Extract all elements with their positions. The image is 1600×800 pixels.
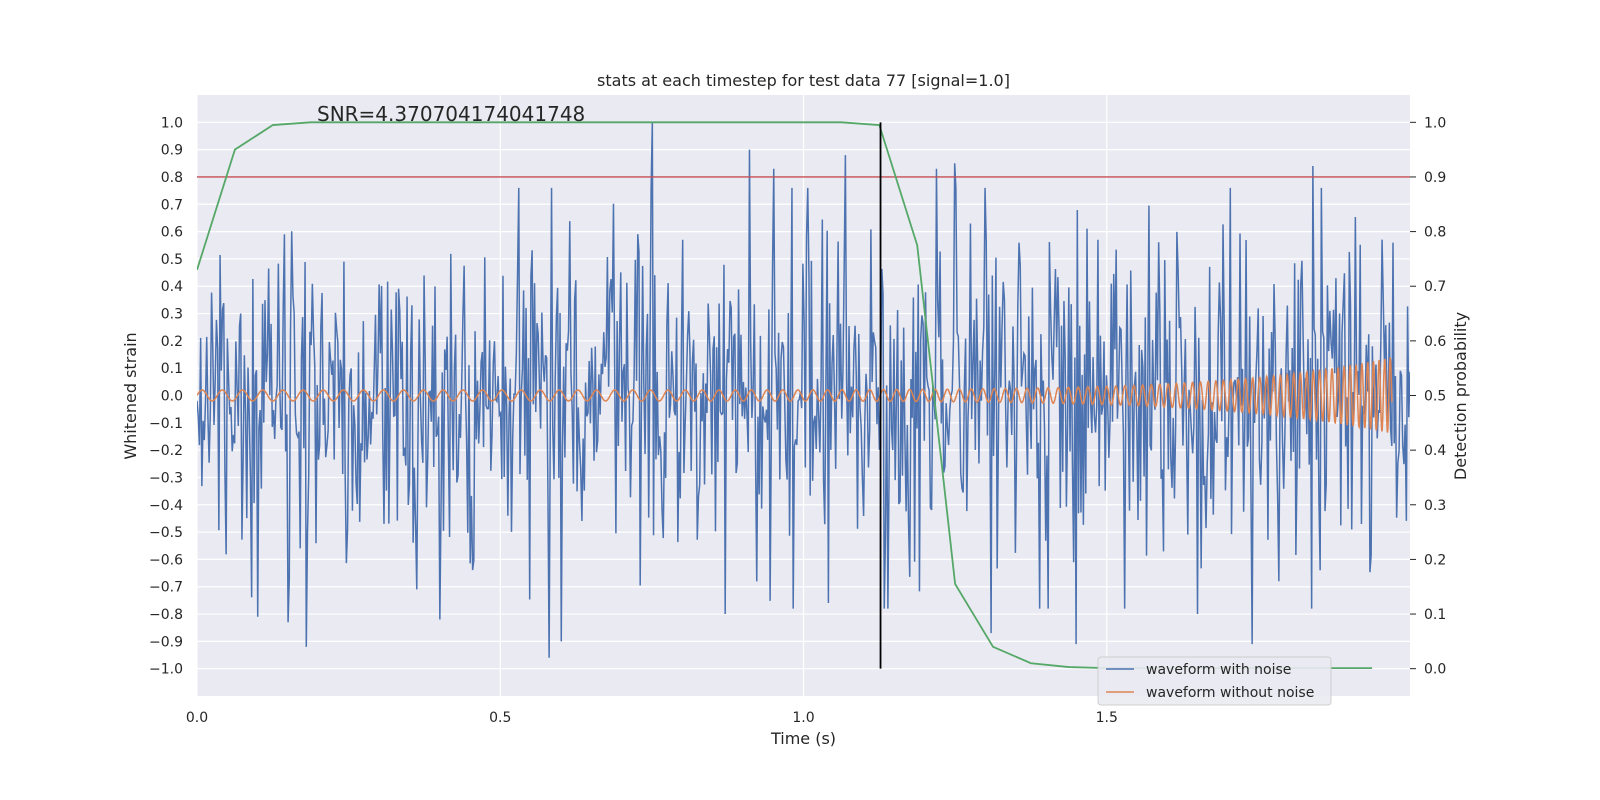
ticks: 0.0 0.5 1.0 1.5 1.0 0.9 0.8 0.7 0.6 0.5 0.4 0.3 0.2 0… [149, 115, 1446, 726]
legend-entry-waveform-with-noise: waveform with noise [1146, 662, 1291, 678]
y-left-tick-label: −0.5 [149, 525, 183, 541]
y-left-tick-label: −0.7 [149, 580, 183, 596]
plot-area [197, 121, 1410, 670]
y-left-tick-label: −1.0 [149, 662, 183, 678]
y-left-tick-label: 0.4 [161, 279, 183, 295]
y-left-tick-label: −0.8 [149, 607, 183, 623]
y-left-tick-label: 0.1 [161, 361, 183, 377]
y-left-tick-label: −0.4 [149, 498, 183, 514]
y-right-tick-label: 0.7 [1424, 279, 1446, 295]
y-left-tick-label: −0.2 [149, 443, 183, 459]
x-tick-label: 0.5 [489, 710, 511, 726]
y-left-tick-label: 0.2 [161, 334, 183, 350]
y-left-tick-label: 0.9 [161, 143, 183, 159]
y-right-tick-label: 0.8 [1424, 225, 1446, 241]
y-right-tick-label: 0.5 [1424, 389, 1446, 405]
y-left-tick-label: 0.3 [161, 307, 183, 323]
y-axis-label-right: Detection probability [1451, 312, 1470, 480]
y-left-tick-label: 0.5 [161, 252, 183, 268]
y-right-tick-label: 0.6 [1424, 334, 1446, 350]
y-left-tick-label: 0.8 [161, 170, 183, 186]
y-left-tick-label: 1.0 [161, 115, 183, 131]
x-tick-label: 1.0 [792, 710, 814, 726]
snr-annotation: SNR=4.370704174041748 [317, 102, 585, 126]
y-right-tick-label: 0.1 [1424, 607, 1446, 623]
y-right-tick-label: 0.9 [1424, 170, 1446, 186]
x-tick-label: 1.5 [1096, 710, 1118, 726]
chart-title: stats at each timestep for test data 77 … [597, 71, 1010, 90]
y-right-tick-label: 1.0 [1424, 115, 1446, 131]
legend-entry-waveform-without-noise: waveform without noise [1146, 685, 1314, 701]
y-right-tick-label: 0.0 [1424, 662, 1446, 678]
y-left-tick-label: −0.9 [149, 634, 183, 650]
legend-box [1097, 656, 1332, 706]
y-left-tick-label: −0.3 [149, 470, 183, 486]
series-waveform-without-noise [197, 357, 1393, 433]
y-left-tick-label: 0.7 [161, 197, 183, 213]
x-tick-label: 0.0 [186, 710, 208, 726]
y-left-tick-label: −0.6 [149, 552, 183, 568]
x-axis-label: Time (s) [770, 729, 836, 748]
y-axis-label-left: Whitened strain [121, 332, 140, 459]
legend: waveform with noise waveform without noi… [1097, 656, 1332, 706]
y-left-tick-label: −0.1 [149, 416, 183, 432]
series-waveform-with-noise [197, 122, 1410, 658]
y-left-tick-label: 0.0 [161, 389, 183, 405]
y-right-tick-label: 0.4 [1424, 443, 1446, 459]
y-left-tick-label: 0.6 [161, 225, 183, 241]
y-right-tick-label: 0.3 [1424, 498, 1446, 514]
y-right-tick-label: 0.2 [1424, 552, 1446, 568]
